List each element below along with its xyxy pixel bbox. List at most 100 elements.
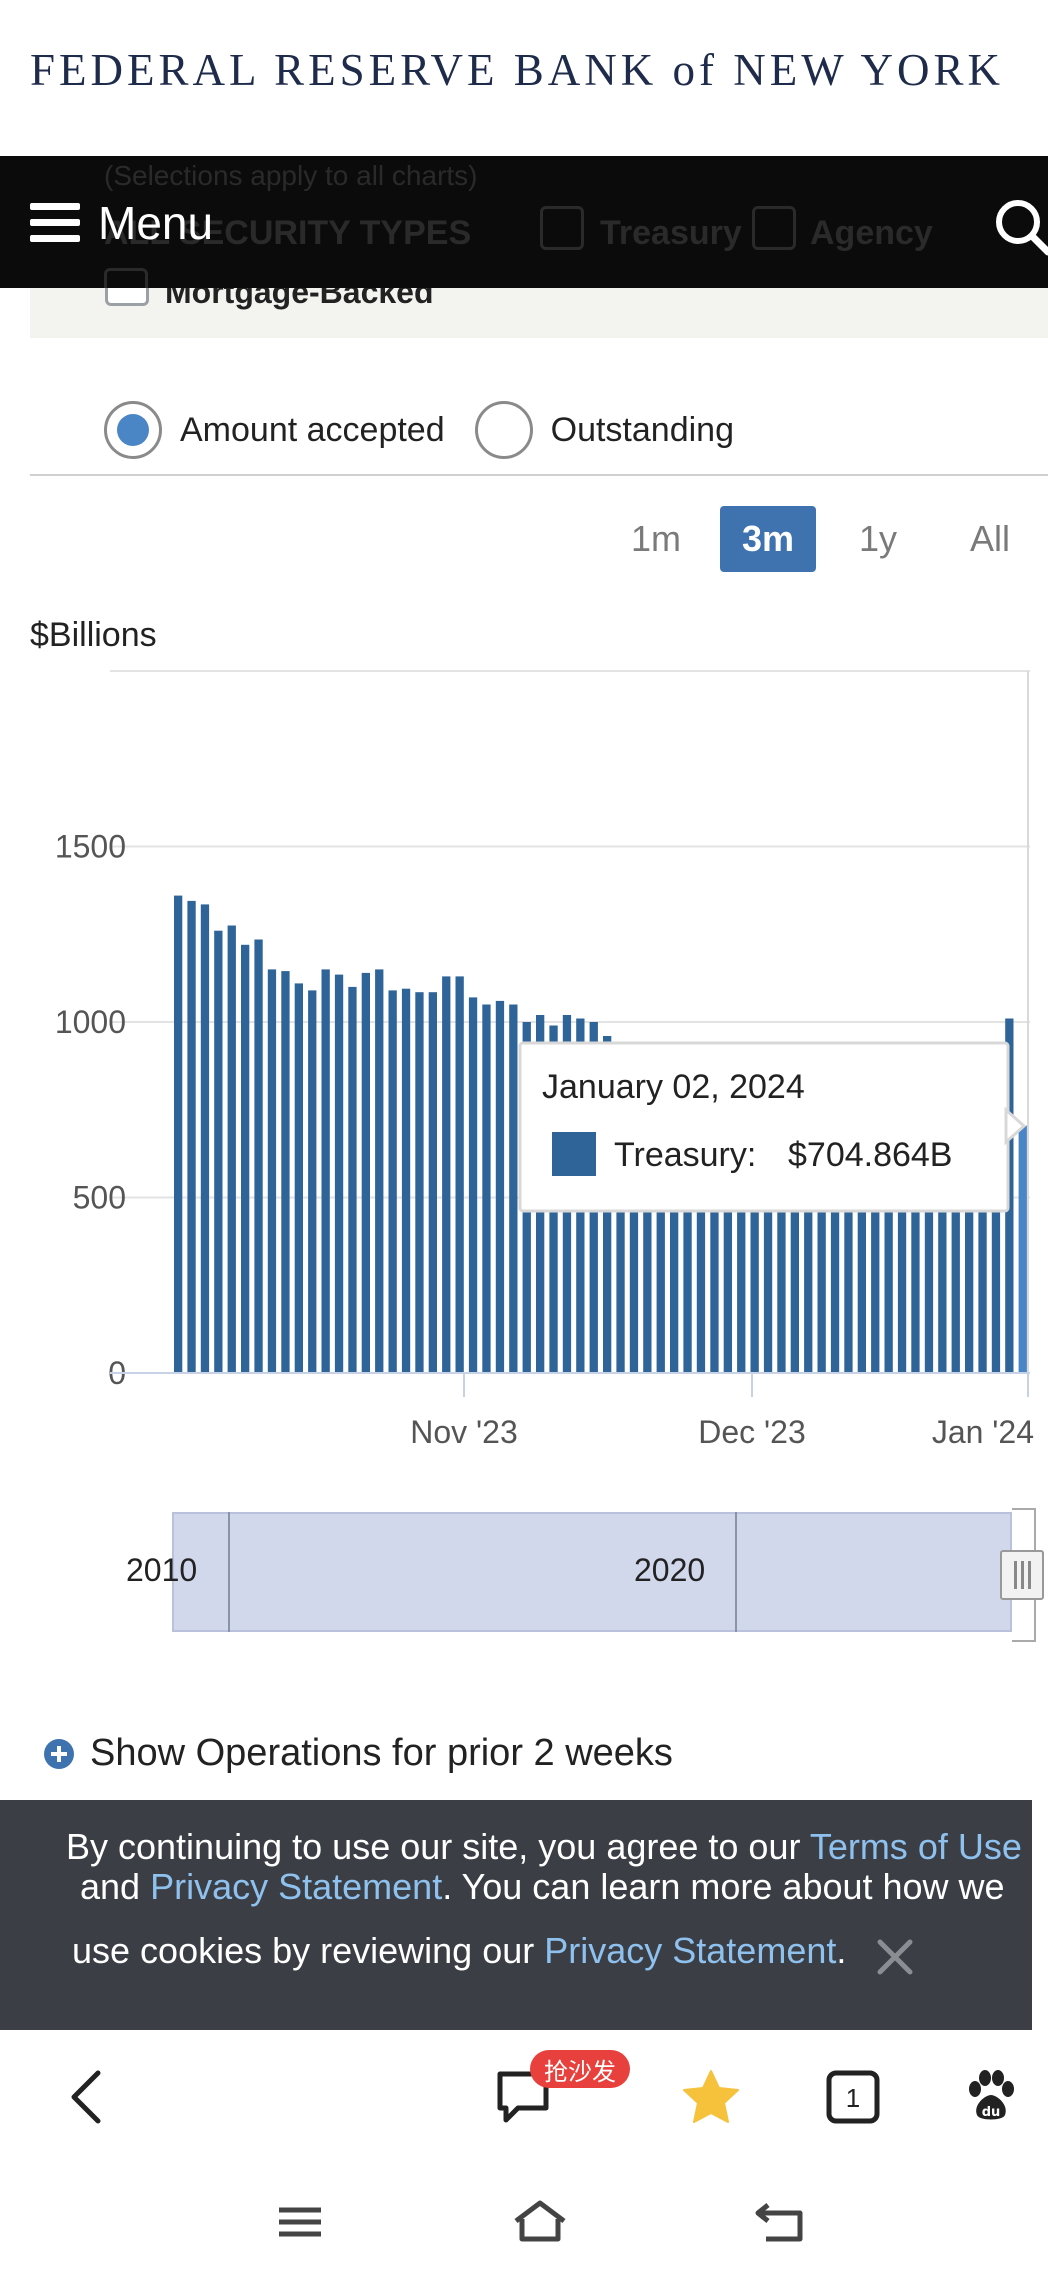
bar[interactable] [643,1053,652,1373]
bar[interactable] [737,1081,746,1373]
bar[interactable] [442,976,451,1373]
cookie-text-3a: use cookies by reviewing our [72,1930,545,1971]
bar[interactable] [254,939,263,1374]
bar[interactable] [187,900,196,1373]
bar[interactable] [375,969,384,1373]
bar[interactable] [348,986,357,1373]
bar[interactable] [455,976,464,1373]
bar[interactable] [388,990,397,1373]
amount-accepted-label: Amount accepted [180,410,445,449]
back-button[interactable] [52,2062,122,2132]
bar[interactable] [214,930,223,1373]
bar[interactable] [227,925,236,1374]
bar[interactable] [911,1109,920,1374]
terms-of-use-link[interactable]: Terms of Use [809,1826,1022,1867]
favorite-button[interactable] [676,2062,746,2132]
bar[interactable] [468,997,478,1373]
bar[interactable] [938,1113,947,1373]
bar[interactable] [482,1004,491,1374]
bar[interactable] [897,1109,907,1374]
bar[interactable] [683,1067,692,1373]
range-all-button[interactable]: All [969,518,1010,559]
bar[interactable] [401,988,411,1373]
bar[interactable] [241,944,250,1373]
tabs-button[interactable]: 1 [818,2062,888,2132]
bar[interactable] [723,1078,732,1373]
privacy-statement-link-2[interactable]: Privacy Statement [544,1930,837,1971]
hamburger-icon [30,203,80,243]
bar[interactable] [696,1071,706,1373]
bar[interactable] [830,1099,840,1373]
bar[interactable] [965,1116,974,1373]
privacy-statement-link[interactable]: Privacy Statement [150,1866,443,1907]
bar[interactable] [884,1106,893,1373]
x-tick-label: Nov '23 [410,1414,518,1450]
bar[interactable] [817,1095,826,1373]
bar[interactable] [361,972,370,1373]
search-icon[interactable] [992,196,1048,256]
bar[interactable] [670,1064,679,1373]
bar[interactable] [656,1060,665,1373]
home-icon [514,2200,566,2242]
navigator-handle[interactable] [1000,1550,1044,1600]
range-1m-button[interactable]: 1m [630,518,681,559]
outstanding-radio[interactable] [474,401,533,459]
navigator-selection-mask[interactable] [172,1512,1012,1632]
bar[interactable] [857,1102,866,1373]
bar[interactable] [804,1092,813,1373]
bar[interactable] [294,983,303,1373]
svg-text:du: du [982,2105,1001,2120]
navigator-gridline [228,1512,230,1632]
radio-selected-dot [117,414,149,446]
x-tick-label: Dec '23 [698,1414,806,1450]
bar[interactable] [951,1115,960,1373]
show-prior-operations-link[interactable]: Show Operations for prior 2 weeks [44,1732,673,1775]
bar[interactable] [334,974,344,1373]
cookie-text-3b: . [836,1930,847,1971]
bar[interactable] [1018,1125,1027,1373]
bar[interactable] [710,1074,719,1373]
bar[interactable] [509,1004,518,1374]
y-axis-units-label: $Billions [30,616,157,654]
measure-radio-group: Amount accepted Outstanding [104,400,764,460]
chart-navigator[interactable]: 2010 2020 [0,1508,1048,1642]
bar[interactable] [308,990,317,1373]
menu-bar: (Selections apply to all charts) ALL SEC… [0,156,1048,288]
bar[interactable] [428,992,437,1373]
site-logo-title[interactable]: FEDERAL RESERVE BANK of NEW YORK [30,45,1004,95]
bar[interactable] [750,1085,759,1373]
bar[interactable] [200,904,210,1373]
bar[interactable] [495,1000,505,1373]
range-1y-button[interactable]: 1y [858,518,898,559]
navigator-label-2020: 2020 [634,1552,706,1588]
tooltip-date: January 02, 2024 [542,1068,805,1106]
close-icon[interactable] [870,1932,920,1982]
bar[interactable] [267,969,277,1373]
bar[interactable] [790,1088,799,1373]
recent-apps-icon [279,2207,321,2237]
masthead: FEDERAL RESERVE BANK of NEW YORK [0,0,1048,156]
bar[interactable] [281,971,290,1373]
system-back-button[interactable] [740,2192,820,2252]
bar[interactable] [924,1113,934,1373]
recent-apps-button[interactable] [260,2192,340,2252]
bar[interactable] [777,1088,786,1373]
mortgage-backed-checkbox[interactable] [105,288,149,306]
bar[interactable] [415,992,424,1373]
bar[interactable] [321,969,330,1373]
range-3m-button[interactable]: 3m [720,506,816,572]
ghost-mbs-checkbox [104,268,148,288]
comment-badge: 抢沙发 [530,2050,630,2088]
baidu-button[interactable]: du [956,2062,1026,2132]
amount-accepted-radio[interactable] [104,401,162,459]
home-button[interactable] [500,2192,580,2252]
bar[interactable] [174,895,183,1373]
bar[interactable] [763,1085,773,1373]
bar[interactable] [871,1106,880,1373]
bar[interactable] [978,1120,987,1373]
menu-button[interactable]: Menu [30,196,213,250]
cookie-line-2: and Privacy Statement. You can learn mor… [80,1866,1005,1908]
bar[interactable] [991,1122,1001,1373]
bar[interactable] [844,1102,853,1373]
